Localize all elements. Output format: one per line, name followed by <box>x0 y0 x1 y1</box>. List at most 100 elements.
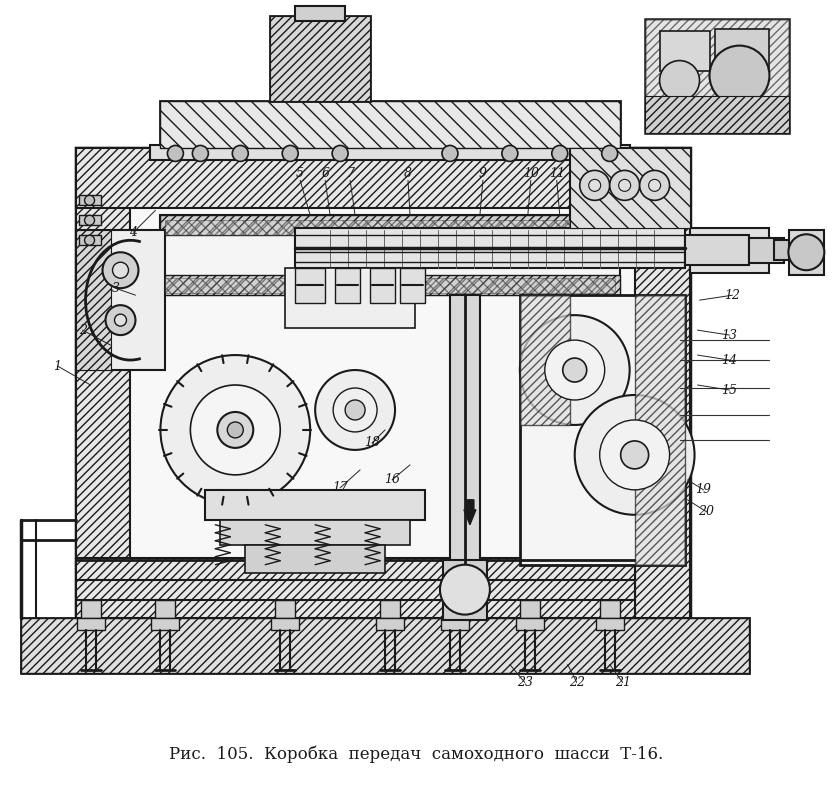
Text: 7: 7 <box>346 167 354 180</box>
Circle shape <box>610 170 640 200</box>
Bar <box>76 230 166 370</box>
Text: 22: 22 <box>569 676 585 689</box>
Bar <box>380 600 400 618</box>
Circle shape <box>85 215 94 225</box>
Circle shape <box>102 252 138 288</box>
Circle shape <box>315 370 395 450</box>
Circle shape <box>217 412 253 448</box>
Bar <box>161 275 620 296</box>
Text: 5: 5 <box>297 167 304 180</box>
Bar <box>272 618 299 630</box>
Text: 17: 17 <box>332 481 348 494</box>
Bar <box>600 600 620 618</box>
Circle shape <box>282 146 298 162</box>
Bar <box>275 600 295 618</box>
Bar <box>335 268 360 303</box>
Circle shape <box>619 180 631 191</box>
Text: 14: 14 <box>721 354 737 366</box>
Bar <box>690 229 770 273</box>
Circle shape <box>710 46 770 106</box>
Bar <box>520 296 570 425</box>
Text: 23: 23 <box>516 676 533 689</box>
Text: 2: 2 <box>78 324 87 336</box>
Circle shape <box>621 441 649 469</box>
Bar <box>21 618 750 672</box>
Circle shape <box>332 146 348 162</box>
Bar <box>166 221 615 236</box>
Bar <box>270 16 370 101</box>
Bar <box>645 19 790 133</box>
Bar <box>78 215 101 225</box>
Bar <box>152 618 179 630</box>
Bar <box>151 146 630 161</box>
Bar <box>445 600 465 618</box>
Text: 11: 11 <box>549 167 565 180</box>
Bar <box>161 215 620 296</box>
Bar <box>520 296 685 565</box>
Bar <box>685 236 750 266</box>
Text: Рис.  105.  Коробка  передач  самоходного  шасси  Т-16.: Рис. 105. Коробка передач самоходного ша… <box>169 745 664 763</box>
Circle shape <box>649 180 661 191</box>
Circle shape <box>345 400 365 420</box>
Bar <box>81 600 101 618</box>
Bar <box>78 236 101 245</box>
Bar <box>76 148 690 618</box>
Circle shape <box>167 146 183 162</box>
Circle shape <box>640 170 670 200</box>
Circle shape <box>600 420 670 490</box>
Circle shape <box>191 385 280 475</box>
Bar <box>161 101 620 148</box>
Bar <box>370 268 395 303</box>
Circle shape <box>589 180 601 191</box>
Circle shape <box>232 146 248 162</box>
Bar <box>161 101 620 148</box>
Circle shape <box>161 355 310 505</box>
Bar <box>76 148 131 618</box>
Text: 21: 21 <box>615 676 631 689</box>
Bar <box>570 148 690 229</box>
Text: 16: 16 <box>384 474 400 486</box>
Circle shape <box>333 388 377 432</box>
Bar <box>220 520 410 545</box>
Text: 3: 3 <box>112 281 119 295</box>
Circle shape <box>85 236 94 245</box>
Bar <box>520 600 540 618</box>
Bar <box>660 31 710 71</box>
Circle shape <box>442 146 458 162</box>
Bar <box>245 545 385 573</box>
Bar <box>76 148 690 208</box>
Bar <box>166 278 615 293</box>
Text: 18: 18 <box>364 437 380 449</box>
Circle shape <box>440 565 490 615</box>
Bar <box>715 28 770 73</box>
Text: 15: 15 <box>721 384 737 396</box>
Bar <box>295 268 325 303</box>
Text: 4: 4 <box>129 226 137 239</box>
Bar <box>161 215 620 236</box>
Circle shape <box>601 146 617 162</box>
Circle shape <box>545 340 605 400</box>
Text: 6: 6 <box>322 167 329 180</box>
Bar <box>270 16 370 101</box>
Bar <box>76 230 111 370</box>
Bar <box>645 95 790 133</box>
Bar <box>750 238 785 263</box>
Circle shape <box>788 234 825 270</box>
Bar <box>516 618 544 630</box>
Circle shape <box>660 61 700 101</box>
Bar <box>645 19 790 133</box>
Circle shape <box>106 305 136 335</box>
Circle shape <box>575 395 695 515</box>
FancyArrow shape <box>464 500 476 525</box>
Text: 13: 13 <box>721 329 737 342</box>
Text: 12: 12 <box>725 288 741 302</box>
Circle shape <box>85 195 94 206</box>
Bar <box>570 148 690 229</box>
Circle shape <box>114 314 127 326</box>
Circle shape <box>192 146 208 162</box>
Text: 10: 10 <box>523 167 539 180</box>
Bar <box>21 618 750 672</box>
Circle shape <box>112 262 128 278</box>
Bar <box>77 618 104 630</box>
Text: 8: 8 <box>404 167 412 180</box>
